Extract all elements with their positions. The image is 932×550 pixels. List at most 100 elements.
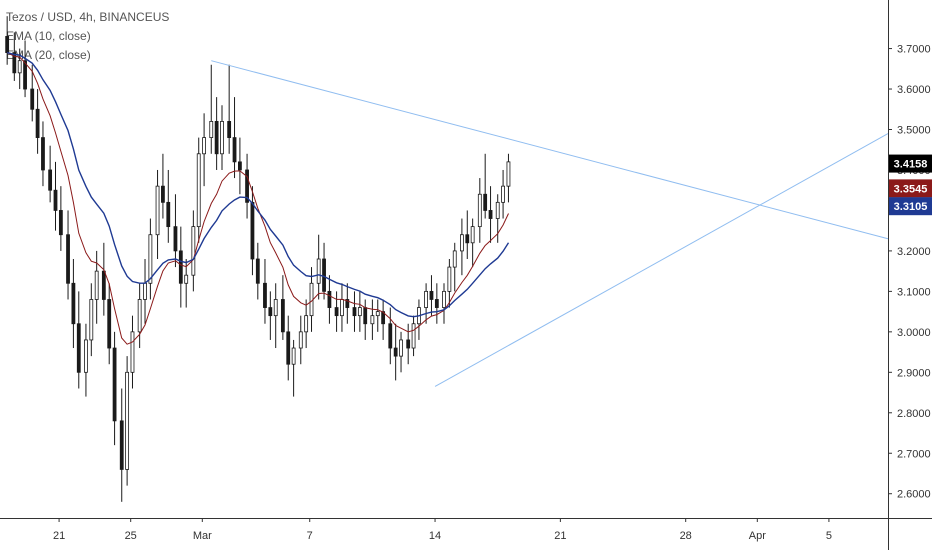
price-badge-bg (889, 154, 932, 173)
candle-body (12, 52, 17, 74)
ema-slow-line (7, 51, 510, 318)
price-tick-label: 2.7000 (897, 448, 931, 460)
price-tick-label: 2.8000 (897, 408, 931, 420)
time-tick-label: 28 (680, 530, 692, 542)
price-tick-label: 3.2000 (897, 246, 931, 258)
candle-body (340, 299, 344, 317)
chart-legend: Tezos / USD, 4h, BINANCEUS EMA (10, clos… (6, 8, 169, 65)
price-tick-label: 3.6000 (897, 84, 931, 96)
price-badge-label: 3.4158 (894, 159, 928, 171)
price-badge-label: 3.3545 (894, 183, 928, 195)
ema-fast-line (6, 52, 509, 345)
candle-body (71, 282, 76, 325)
candle-body (5, 36, 10, 54)
candles-layer (5, 16, 511, 502)
candle-body (506, 161, 511, 187)
candle-body (298, 331, 303, 349)
trendline (434, 133, 889, 387)
price-tick-label: 3.7000 (897, 44, 931, 56)
candle-body (442, 290, 446, 308)
candle-body (345, 299, 350, 308)
candle-body (477, 193, 482, 228)
time-axis[interactable]: 21 25 Mar 7 14 21 28 Apr 5 (0, 518, 932, 542)
candle-body (119, 420, 124, 470)
candle-body (112, 347, 117, 422)
candle-body (245, 169, 249, 203)
candle-body (125, 371, 130, 470)
candle-body (334, 307, 339, 317)
candle-body (143, 282, 147, 300)
candle-body (137, 299, 142, 333)
candle-body (155, 185, 160, 236)
candle-body (76, 323, 81, 373)
candle-body (41, 137, 45, 171)
candle-body (393, 347, 398, 357)
candle-body (263, 282, 267, 308)
candle-body (161, 185, 165, 203)
candle-body (304, 315, 309, 333)
candle-body (357, 307, 362, 317)
candle-body (424, 290, 428, 308)
candle-body (411, 323, 416, 349)
price-badge-slow: 3.3105 (889, 197, 932, 216)
candle-body (66, 234, 70, 284)
candle-body (316, 258, 321, 284)
time-tick-label: 25 (125, 530, 137, 542)
candle-body (84, 339, 88, 373)
candle-body (495, 201, 500, 219)
legend-ema-fast: EMA (10, close) (6, 29, 91, 43)
candle-body (488, 210, 493, 219)
candle-body (286, 331, 291, 365)
candle-body (255, 258, 260, 284)
candle-body (381, 311, 386, 325)
price-badge-price: 3.4158 (889, 154, 932, 173)
price-badges: 3.4158 3.3545 3.3105 (889, 154, 932, 216)
candle-body (483, 193, 488, 211)
candle-body (94, 270, 99, 300)
candle-body (460, 234, 464, 252)
candle-body (273, 299, 278, 317)
price-axis[interactable]: 3.70003.60003.50003.40003.30003.20003.10… (888, 0, 931, 550)
candle-body (434, 299, 439, 308)
time-tick-label: 7 (307, 530, 313, 542)
candle-body (238, 161, 242, 171)
trendlines-layer (211, 60, 889, 387)
candle-body (53, 189, 58, 211)
candle-body (89, 299, 94, 341)
time-tick-label: 14 (429, 530, 441, 542)
price-tick-label: 3.5000 (897, 125, 931, 137)
candle-body (363, 307, 368, 325)
price-badge-bg (889, 179, 932, 198)
candle-body (322, 258, 326, 292)
candle-body (148, 234, 153, 284)
candle-body (35, 108, 40, 138)
candle-body (107, 299, 112, 349)
candle-body (399, 339, 403, 357)
candle-body (196, 153, 201, 228)
candle-body (173, 226, 178, 252)
candle-body (452, 250, 457, 268)
candle-body (388, 323, 393, 349)
time-tick-label: 5 (826, 530, 832, 542)
price-tick-label: 2.9000 (897, 367, 931, 379)
candle-body (291, 347, 296, 365)
candle-body (17, 60, 22, 74)
legend-ema-slow: EMA (20, close) (6, 48, 91, 62)
price-badge-bg (889, 197, 932, 216)
candle-body (220, 121, 224, 155)
candle-body (470, 226, 475, 244)
candle-body (184, 274, 189, 284)
time-tick-label: Mar (193, 530, 212, 542)
time-tick-label: 21 (554, 530, 566, 542)
candle-body (327, 290, 332, 308)
price-tick-label: 2.6000 (897, 489, 931, 501)
candle-body (227, 121, 232, 138)
ema-layer (6, 51, 510, 345)
candle-body (465, 234, 470, 244)
candle-body (101, 270, 106, 300)
trendline (211, 60, 889, 240)
price-badge-fast: 3.3545 (889, 179, 932, 198)
candle-body (250, 201, 255, 260)
candle-body (268, 307, 273, 317)
